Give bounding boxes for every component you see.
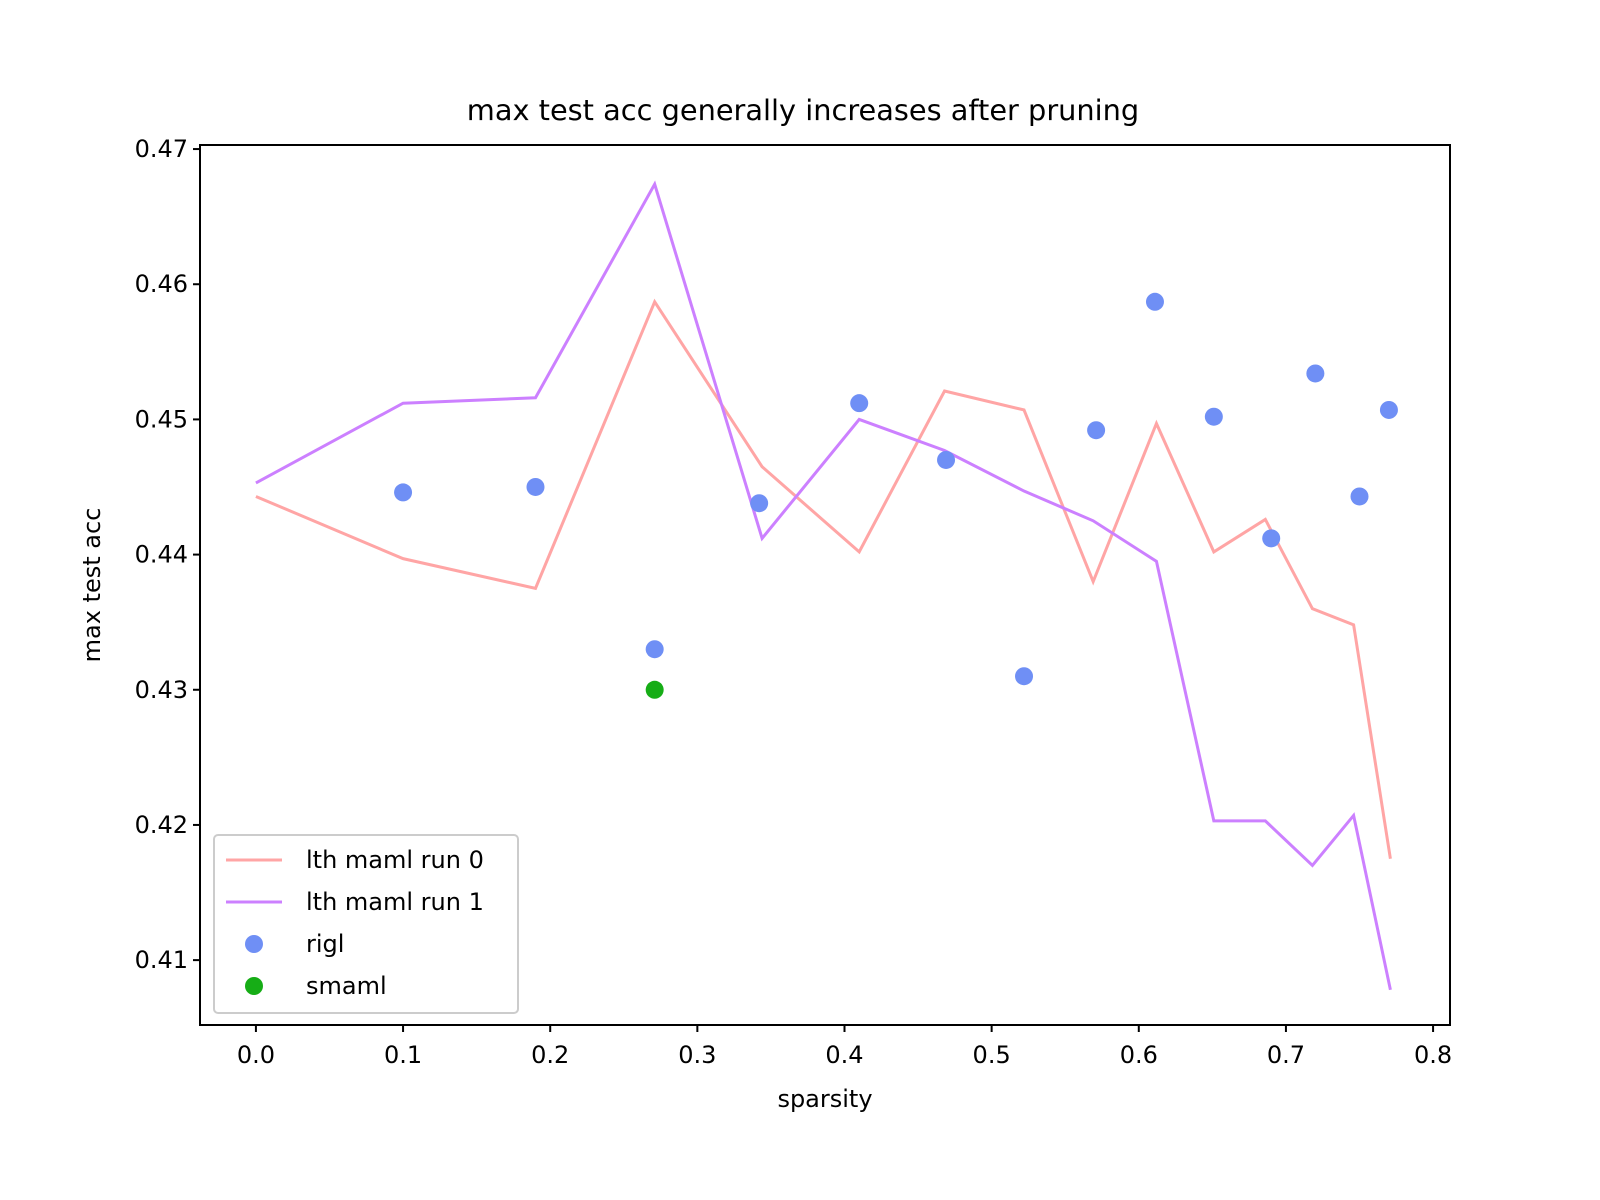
x-tick-label: 0.4: [825, 1041, 863, 1069]
rigl-point: [1204, 407, 1223, 426]
y-tick-label: 0.47: [135, 135, 188, 163]
legend-box: [213, 834, 519, 1014]
legend: lth maml run 0 lth maml run 1 rigl smaml: [213, 834, 519, 1014]
rigl-point: [526, 477, 545, 496]
y-tick-label: 0.42: [135, 811, 188, 839]
plot-area: [255, 180, 1398, 991]
rigl-point: [645, 640, 664, 659]
plot-frame: [199, 144, 1451, 1026]
x-tick-label: 0.8: [1414, 1041, 1452, 1069]
rigl-legend-label: rigl: [306, 930, 344, 958]
x-tick-label: 0.0: [237, 1041, 275, 1069]
x-tick-label: 0.3: [678, 1041, 716, 1069]
y-tick-label: 0.44: [135, 541, 188, 569]
smaml-legend-swatch: [245, 977, 263, 995]
y-tick-label: 0.43: [135, 676, 188, 704]
rigl-legend-swatch: [245, 935, 263, 953]
lth-maml-run-0-legend-label: lth maml run 0: [306, 846, 484, 874]
y-tick-label: 0.46: [135, 270, 188, 298]
rigl-point: [394, 483, 413, 502]
x-tick-label: 0.1: [384, 1041, 422, 1069]
rigl-point: [1087, 421, 1106, 440]
rigl-point: [1306, 364, 1325, 383]
chart-title: max test acc generally increases after p…: [467, 93, 1139, 127]
x-tick-label: 0.7: [1267, 1041, 1305, 1069]
y-axis-label: max test acc: [78, 508, 106, 663]
smaml-legend-label: smaml: [306, 972, 387, 1000]
rigl-point: [1350, 487, 1369, 506]
y-tick-label: 0.41: [135, 946, 188, 974]
rigl-point: [937, 450, 956, 469]
x-tick-label: 0.5: [973, 1041, 1011, 1069]
x-axis-label: sparsity: [777, 1085, 872, 1113]
rigl-point: [1262, 529, 1281, 548]
axis-ticks: 0.0 0.1 0.2 0.3 0.4 0.5 0.6 0.7 0.8 0.41 0.42 0.43 0…: [135, 135, 1453, 1069]
lth-maml-run-1-legend-label: lth maml run 1: [306, 888, 484, 916]
x-tick-label: 0.6: [1120, 1041, 1158, 1069]
rigl-point: [850, 394, 869, 413]
x-tick-label: 0.2: [531, 1041, 569, 1069]
rigl-point: [1015, 667, 1034, 686]
rigl-point: [1145, 292, 1164, 311]
rigl-point: [750, 494, 769, 513]
lth-maml-run-1-line: [255, 180, 1392, 991]
lth-maml-run-0-line: [255, 298, 1392, 859]
smaml-point: [645, 680, 664, 699]
rigl-point: [1379, 400, 1398, 419]
y-tick-label: 0.45: [135, 405, 188, 433]
